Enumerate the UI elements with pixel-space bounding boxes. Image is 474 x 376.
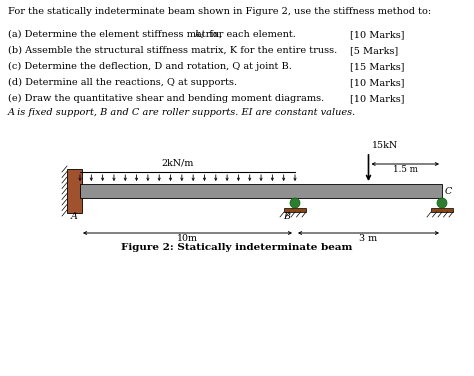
Bar [80,184,442,198]
Text: [10 Marks]: [10 Marks] [350,30,404,39]
Text: (c) Determine the deflection, D and rotation, Q at joint B.: (c) Determine the deflection, D and rota… [8,62,292,71]
Text: A is fixed support, B and C are roller supports. EI are constant values.: A is fixed support, B and C are roller s… [8,108,356,117]
Text: Figure 2: Statically indeterminate beam: Figure 2: Statically indeterminate beam [121,243,353,252]
Text: 1.5 m: 1.5 m [393,165,418,174]
Text: (b) Assemble the structural stiffness matrix, K for the entire truss.: (b) Assemble the structural stiffness ma… [8,46,337,55]
Text: for each element.: for each element. [206,30,296,39]
Text: k: k [195,30,201,39]
Circle shape [290,198,300,208]
Text: [15 Marks]: [15 Marks] [350,62,404,71]
Bar [67,169,82,213]
Bar [431,208,453,212]
Text: (a) Determine the element stiffness matrix,: (a) Determine the element stiffness matr… [8,30,225,39]
Text: C: C [445,186,452,196]
Text: (d) Determine all the reactions, Q at supports.: (d) Determine all the reactions, Q at su… [8,78,237,87]
Text: [10 Marks]: [10 Marks] [350,78,404,87]
Circle shape [437,198,447,208]
Text: i: i [201,32,203,40]
Text: [5 Marks]: [5 Marks] [350,46,398,55]
Text: 2kN/m: 2kN/m [161,159,194,168]
Text: 10m: 10m [177,234,198,243]
Text: 15kN: 15kN [372,141,398,150]
Text: 3 m: 3 m [359,234,378,243]
Text: For the statically indeterminate beam shown in Figure 2, use the stiffness metho: For the statically indeterminate beam sh… [8,7,431,16]
Text: [10 Marks]: [10 Marks] [350,94,404,103]
Bar [284,208,306,212]
Text: A: A [71,212,78,221]
Text: (e) Draw the quantitative shear and bending moment diagrams.: (e) Draw the quantitative shear and bend… [8,94,324,103]
Text: B: B [283,212,290,221]
